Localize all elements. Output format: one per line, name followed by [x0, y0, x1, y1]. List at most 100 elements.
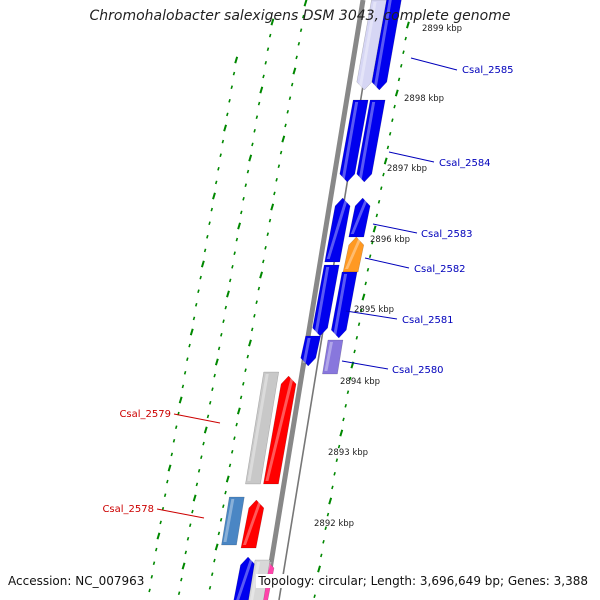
tick-mark: [397, 77, 401, 82]
gene-arrow: [233, 556, 256, 600]
gene-arrow-highlight: [358, 102, 376, 179]
tick-mark: [383, 157, 388, 165]
tick-mark: [188, 343, 191, 348]
tick-mark: [292, 67, 297, 75]
tick-mark: [328, 497, 333, 505]
tick-mark: [255, 300, 258, 305]
tick-mark: [200, 455, 203, 460]
tick-mark: [402, 50, 405, 55]
tick-mark: [212, 192, 216, 200]
tick-mark: [184, 550, 188, 555]
tick-mark: [368, 254, 372, 259]
tick-mark: [353, 349, 356, 354]
tick-mark: [246, 169, 250, 174]
tick-mark: [186, 536, 190, 541]
scale-label: 2897 kbp: [387, 164, 427, 174]
tick-mark: [166, 479, 169, 484]
gene-arrow-highlight: [350, 200, 368, 234]
tick-mark: [337, 444, 341, 449]
tick-mark: [344, 403, 347, 408]
map-title: Chromohalobacter salexigens DSM 3043, co…: [89, 8, 511, 24]
gene-arrow: [240, 499, 265, 549]
tick-mark: [159, 520, 162, 525]
scale-label: 2893 kbp: [328, 448, 368, 458]
tick-mark: [248, 339, 252, 347]
tick-mark: [208, 221, 211, 226]
gene-label-reverse: Csal_2579: [119, 409, 171, 420]
tick-mark: [156, 532, 161, 540]
tick-mark: [346, 390, 350, 395]
tick-mark: [214, 358, 219, 366]
gene-arrow-highlight: [345, 239, 362, 269]
tick-mark: [266, 232, 269, 237]
tick-mark: [393, 104, 396, 109]
gene-label-forward: Csal_2583: [421, 229, 473, 240]
tick-mark: [208, 585, 212, 590]
gene-labels: Csal_2585 Csal_2584 Csal_2583 Csal_2582 Csal…: [102, 57, 514, 519]
tick-mark: [180, 577, 183, 582]
tick-mark: [281, 135, 286, 143]
topology-text: Topology: circular; Length: 3,696,649 bp…: [256, 574, 590, 588]
tick-mark: [224, 305, 228, 310]
tick-mark: [297, 41, 301, 46]
scale-label: 2895 kbp: [354, 305, 394, 315]
scale-label: 2899 kbp: [422, 24, 462, 34]
tick-mark: [324, 526, 327, 531]
tick-mark: [248, 154, 253, 162]
tick-mark: [366, 267, 370, 272]
tick-mark: [259, 271, 264, 279]
gene-arrow-body: [245, 371, 280, 485]
tick-mark: [262, 74, 265, 79]
tick-mark: [342, 417, 345, 422]
tick-mark: [172, 438, 176, 443]
scale-label: 2892 kbp: [314, 519, 354, 529]
tick-mark: [150, 574, 154, 579]
tick-mark: [214, 180, 218, 185]
tick-mark: [154, 547, 158, 552]
gene-arrow-highlight: [236, 559, 254, 600]
tick-mark: [178, 396, 183, 404]
label-leader-line: [410, 57, 458, 71]
scale-label: 2896 kbp: [370, 235, 410, 245]
accession-text: Accession: NC_007963: [8, 574, 145, 588]
tick-mark: [235, 422, 238, 427]
tick-mark: [377, 199, 381, 204]
tick-tracks: [148, 0, 410, 599]
gene-label-forward: Csal_2581: [402, 315, 454, 326]
tick-mark: [203, 426, 208, 434]
tick-mark: [219, 517, 223, 522]
tick-mark: [208, 400, 212, 405]
tick-mark: [251, 142, 254, 147]
tick-mark: [228, 278, 232, 283]
tick-mark: [194, 302, 198, 307]
tick-mark: [264, 60, 267, 65]
tick-mark: [335, 458, 339, 463]
tick-mark: [360, 308, 363, 313]
tick-mark: [262, 259, 265, 264]
tick-mark: [372, 225, 377, 233]
tick-mark: [167, 464, 172, 472]
tick-mark: [195, 482, 199, 487]
gene-arrow: [245, 371, 280, 485]
tick-mark: [177, 591, 181, 596]
tick-mark: [290, 82, 294, 87]
tick-mark: [270, 18, 275, 26]
tick-mark: [286, 109, 289, 114]
tick-mark: [391, 118, 394, 123]
tick-mark: [246, 354, 250, 359]
tick-mark: [217, 346, 221, 351]
tick-mark: [264, 245, 267, 250]
tick-mark: [197, 468, 201, 473]
gene-arrow-body: [221, 496, 245, 546]
gene-arrow: [322, 339, 344, 375]
tick-mark: [206, 234, 209, 239]
tick-mark: [210, 572, 214, 577]
tick-mark: [400, 63, 403, 68]
tick-mark: [213, 558, 216, 563]
tick-mark: [217, 531, 221, 536]
gene-arrow-highlight: [333, 274, 348, 335]
scale-labels: 2899 kbp 2898 kbp 2897 kbp 2896 kbp 2895 kbp…: [314, 24, 462, 529]
tick-mark: [234, 56, 239, 64]
gene-arrow: [348, 197, 371, 238]
tick-mark: [222, 319, 225, 324]
